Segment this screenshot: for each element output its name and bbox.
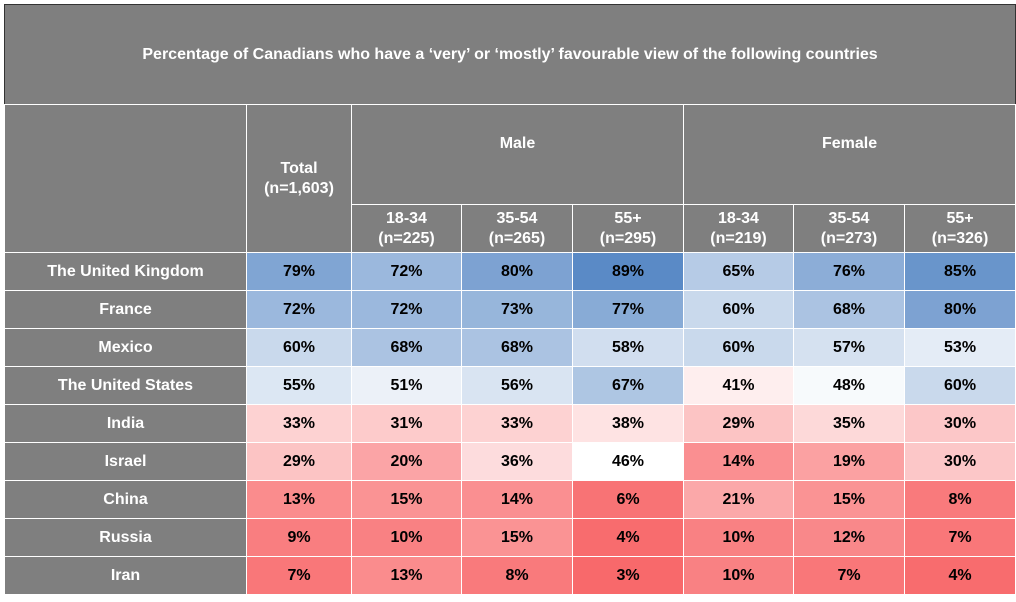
table-row: India 33% 31% 33% 38% 29% 35% 30% xyxy=(4,404,1016,443)
value-cell: 57% xyxy=(793,328,905,367)
row-label: France xyxy=(4,290,247,329)
value-cell: 7% xyxy=(793,556,905,595)
value-cell: 4% xyxy=(903,556,1016,595)
value-cell: 65% xyxy=(683,252,794,291)
corner-cell xyxy=(4,104,247,253)
value-cell: 60% xyxy=(683,328,794,367)
row-label: The United Kingdom xyxy=(4,252,247,291)
total-header: Total (n=1,603) xyxy=(246,104,352,253)
value-cell-total: 33% xyxy=(246,404,352,443)
value-cell: 10% xyxy=(683,556,794,595)
value-cell-total: 13% xyxy=(246,480,352,519)
value-cell: 68% xyxy=(461,328,573,367)
total-n: (n=1,603) xyxy=(264,179,334,197)
value-cell: 12% xyxy=(793,518,905,557)
value-cell-total: 9% xyxy=(246,518,352,557)
value-cell: 80% xyxy=(903,290,1016,329)
subheader-male-18-34: 18-34 (n=225) xyxy=(351,204,462,253)
value-cell: 33% xyxy=(461,404,573,443)
table-row: France 72% 72% 73% 77% 60% 68% 80% xyxy=(4,290,1016,329)
value-cell: 89% xyxy=(572,252,684,291)
value-cell: 19% xyxy=(793,442,905,481)
value-cell: 3% xyxy=(572,556,684,595)
value-cell: 31% xyxy=(351,404,462,443)
value-cell: 48% xyxy=(793,366,905,405)
value-cell-total: 7% xyxy=(246,556,352,595)
value-cell: 14% xyxy=(683,442,794,481)
row-label: China xyxy=(4,480,247,519)
value-cell: 51% xyxy=(351,366,462,405)
row-label: Mexico xyxy=(4,328,247,367)
value-cell-total: 60% xyxy=(246,328,352,367)
value-cell: 4% xyxy=(572,518,684,557)
value-cell-total: 29% xyxy=(246,442,352,481)
row-label: Israel xyxy=(4,442,247,481)
subheader-female-35-54: 35-54 (n=273) xyxy=(793,204,905,253)
value-cell: 60% xyxy=(903,366,1016,405)
value-cell: 58% xyxy=(572,328,684,367)
value-cell: 8% xyxy=(903,480,1016,519)
row-label: The United States xyxy=(4,366,247,405)
value-cell: 36% xyxy=(461,442,573,481)
row-label: Russia xyxy=(4,518,247,557)
heatmap-table: Percentage of Canadians who have a ‘very… xyxy=(3,4,1016,595)
value-cell: 10% xyxy=(683,518,794,557)
value-cell: 30% xyxy=(903,442,1016,481)
value-cell: 20% xyxy=(351,442,462,481)
value-cell: 72% xyxy=(351,252,462,291)
value-cell: 56% xyxy=(461,366,573,405)
subheader-female-55plus: 55+ (n=326) xyxy=(903,204,1016,253)
value-cell: 15% xyxy=(461,518,573,557)
value-cell: 6% xyxy=(572,480,684,519)
value-cell: 53% xyxy=(903,328,1016,367)
total-label: Total xyxy=(280,159,318,177)
value-cell-total: 79% xyxy=(246,252,352,291)
value-cell: 13% xyxy=(351,556,462,595)
chart-title: Percentage of Canadians who have a ‘very… xyxy=(3,4,1016,105)
value-cell: 77% xyxy=(572,290,684,329)
value-cell: 72% xyxy=(351,290,462,329)
table-row: Israel 29% 20% 36% 46% 14% 19% 30% xyxy=(4,442,1016,481)
value-cell: 29% xyxy=(683,404,794,443)
value-cell: 21% xyxy=(683,480,794,519)
subheader-male-35-54: 35-54 (n=265) xyxy=(461,204,573,253)
value-cell: 35% xyxy=(793,404,905,443)
table-row: The United Kingdom 79% 72% 80% 89% 65% 76% 85% xyxy=(4,252,1016,291)
table-row: Iran 7% 13% 8% 3% 10% 7% 4% xyxy=(4,556,1016,595)
table-row: China 13% 15% 14% 6% 21% 15% 8% xyxy=(4,480,1016,519)
value-cell: 76% xyxy=(793,252,905,291)
value-cell: 41% xyxy=(683,366,794,405)
value-cell: 60% xyxy=(683,290,794,329)
subheader-female-18-34: 18-34 (n=219) xyxy=(683,204,794,253)
table-row: Mexico 60% 68% 68% 58% 60% 57% 53% xyxy=(4,328,1016,367)
row-label: Iran xyxy=(4,556,247,595)
value-cell: 80% xyxy=(461,252,573,291)
value-cell: 14% xyxy=(461,480,573,519)
value-cell: 68% xyxy=(351,328,462,367)
subheader-male-55plus: 55+ (n=295) xyxy=(572,204,684,253)
value-cell: 8% xyxy=(461,556,573,595)
group-header-female: Female xyxy=(682,104,1016,205)
value-cell-total: 72% xyxy=(246,290,352,329)
row-label: India xyxy=(4,404,247,443)
value-cell: 68% xyxy=(793,290,905,329)
value-cell: 67% xyxy=(572,366,684,405)
value-cell: 73% xyxy=(461,290,573,329)
value-cell-total: 55% xyxy=(246,366,352,405)
table-row: The United States 55% 51% 56% 67% 41% 48% 60% xyxy=(4,366,1016,405)
value-cell: 7% xyxy=(903,518,1016,557)
heatmap-body: The United Kingdom 79% 72% 80% 89% 65% 76% 85% F… xyxy=(4,252,1016,595)
value-cell: 38% xyxy=(572,404,684,443)
value-cell: 85% xyxy=(903,252,1016,291)
value-cell: 30% xyxy=(903,404,1016,443)
value-cell: 46% xyxy=(572,442,684,481)
table-row: Russia 9% 10% 15% 4% 10% 12% 7% xyxy=(4,518,1016,557)
value-cell: 15% xyxy=(793,480,905,519)
group-header-male: Male xyxy=(351,104,684,205)
value-cell: 10% xyxy=(351,518,462,557)
value-cell: 15% xyxy=(351,480,462,519)
